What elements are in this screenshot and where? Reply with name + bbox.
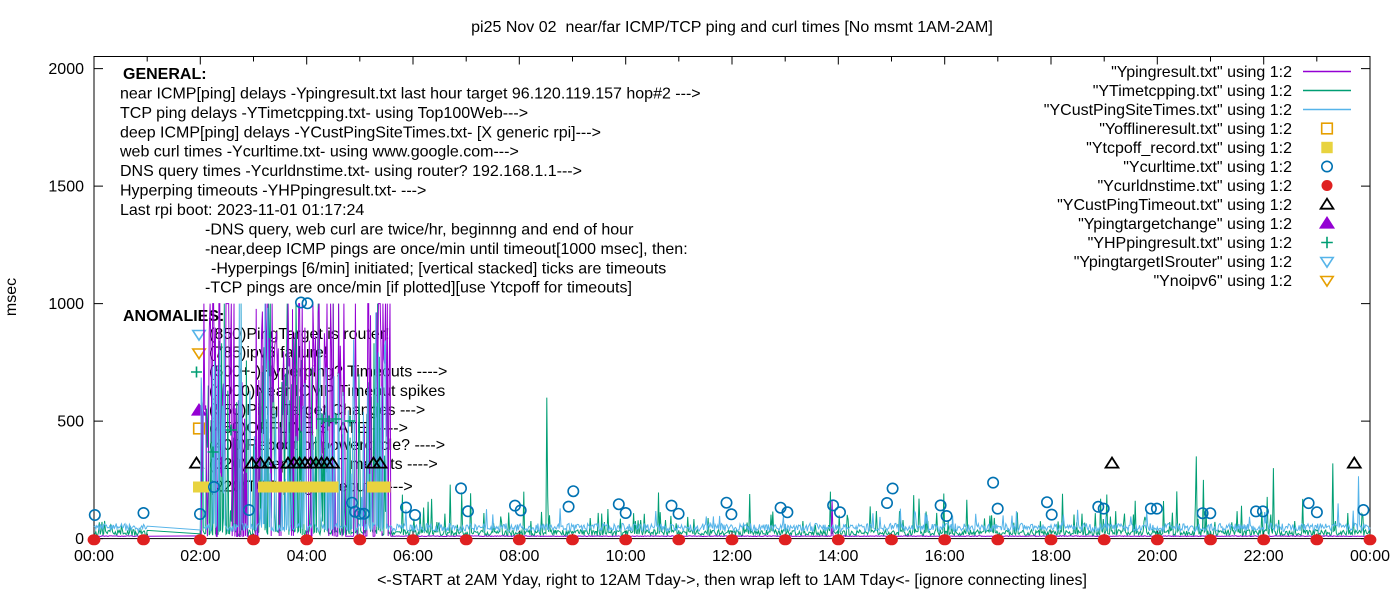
svg-text:"YTimetcpping.txt" using 1:2: "YTimetcpping.txt" using 1:2 <box>1093 83 1292 100</box>
svg-text:0: 0 <box>75 531 84 548</box>
svg-text:"Ypingtargetchange" using 1:2: "Ypingtargetchange" using 1:2 <box>1078 216 1292 233</box>
svg-text:"YCustPingSiteTimes.txt" using: "YCustPingSiteTimes.txt" using 1:2 <box>1044 102 1292 119</box>
svg-text:(850)PingTarget is router!: (850)PingTarget is router! <box>209 326 390 343</box>
svg-text:-TCP pings are once/min [if pl: -TCP pings are once/min [if plotted][use… <box>205 280 632 297</box>
svg-text:18:00: 18:00 <box>1031 548 1071 565</box>
svg-text:"Yofflineresult.txt" using 1:2: "Yofflineresult.txt" using 1:2 <box>1099 121 1292 138</box>
svg-text:"YHPpingresult.txt" using 1:2: "YHPpingresult.txt" using 1:2 <box>1088 235 1292 252</box>
svg-text:1500: 1500 <box>48 179 84 196</box>
svg-text:500: 500 <box>57 414 84 431</box>
svg-text:DNS query times -Ycurldnstime.: DNS query times -Ycurldnstime.txt- using… <box>120 163 582 180</box>
svg-text:Hyperping timeouts -YHPpingres: Hyperping timeouts -YHPpingresult.txt- -… <box>120 183 426 200</box>
svg-text:web curl times -Ycurltime.txt-: web curl times -Ycurltime.txt- using www… <box>119 144 519 161</box>
svg-text:(500+-)Hyperping? Timeouts ---: (500+-)Hyperping? Timeouts ----> <box>209 364 447 381</box>
svg-text:-near,deep ICMP pings are once: -near,deep ICMP pings are once/min until… <box>205 241 688 258</box>
svg-text:10:00: 10:00 <box>606 548 646 565</box>
svg-text:"Ynoipv6" using 1:2: "Ynoipv6" using 1:2 <box>1153 273 1292 290</box>
svg-text:14:00: 14:00 <box>818 548 858 565</box>
svg-text:16:00: 16:00 <box>925 548 965 565</box>
svg-text:02:00: 02:00 <box>180 548 220 565</box>
svg-text:22:00: 22:00 <box>1244 548 1284 565</box>
svg-text:pi25 Nov 02 near/far ICMP/TCP: pi25 Nov 02 near/far ICMP/TCP ping and c… <box>471 19 993 36</box>
svg-text:deep ICMP[ping] delays -YCustP: deep ICMP[ping] delays -YCustPingSiteTim… <box>120 124 601 141</box>
svg-text:Last rpi boot: 2023-11-01 01:1: Last rpi boot: 2023-11-01 01:17:24 <box>120 202 364 219</box>
svg-text:20:00: 20:00 <box>1137 548 1177 565</box>
svg-text:00:00: 00:00 <box>1350 548 1390 565</box>
svg-text:00:00: 00:00 <box>74 548 114 565</box>
svg-text:"Ycurltime.txt" using 1:2: "Ycurltime.txt" using 1:2 <box>1123 159 1292 176</box>
svg-text:msec: msec <box>3 278 20 316</box>
svg-text:04:00: 04:00 <box>287 548 327 565</box>
svg-text:ANOMALIES:: ANOMALIES: <box>123 308 224 325</box>
svg-text:06:00: 06:00 <box>393 548 433 565</box>
svg-text:"YpingtargetISrouter" using 1:: "YpingtargetISrouter" using 1:2 <box>1074 254 1292 271</box>
svg-text:"YCustPingTimeout.txt" using 1: "YCustPingTimeout.txt" using 1:2 <box>1057 197 1292 214</box>
svg-text:near ICMP[ping] delays -Ypingr: near ICMP[ping] delays -Ypingresult.txt … <box>120 86 701 103</box>
svg-text:<-START at 2AM Yday, right to: <-START at 2AM Yday, right to 12AM Tday-… <box>377 572 1087 589</box>
svg-text:"Ytcpoff_record.txt" using 1:2: "Ytcpoff_record.txt" using 1:2 <box>1086 140 1292 157</box>
svg-text:1000: 1000 <box>48 296 84 313</box>
svg-text:GENERAL:: GENERAL: <box>123 66 207 83</box>
svg-text:"Ycurldnstime.txt" using 1:2: "Ycurldnstime.txt" using 1:2 <box>1097 178 1292 195</box>
svg-text:"Ypingresult.txt" using 1:2: "Ypingresult.txt" using 1:2 <box>1111 64 1292 81</box>
svg-text:12:00: 12:00 <box>712 548 752 565</box>
svg-text:08:00: 08:00 <box>499 548 539 565</box>
svg-text:-DNS query, web curl are twice: -DNS query, web curl are twice/hr, begin… <box>205 222 634 239</box>
svg-text:2000: 2000 <box>48 61 84 78</box>
svg-text:TCP ping delays -YTimetcpping.: TCP ping delays -YTimetcpping.txt- using… <box>120 105 528 122</box>
svg-text:-Hyperpings [6/min] initiated;: -Hyperpings [6/min] initiated; [vertical… <box>211 260 666 277</box>
